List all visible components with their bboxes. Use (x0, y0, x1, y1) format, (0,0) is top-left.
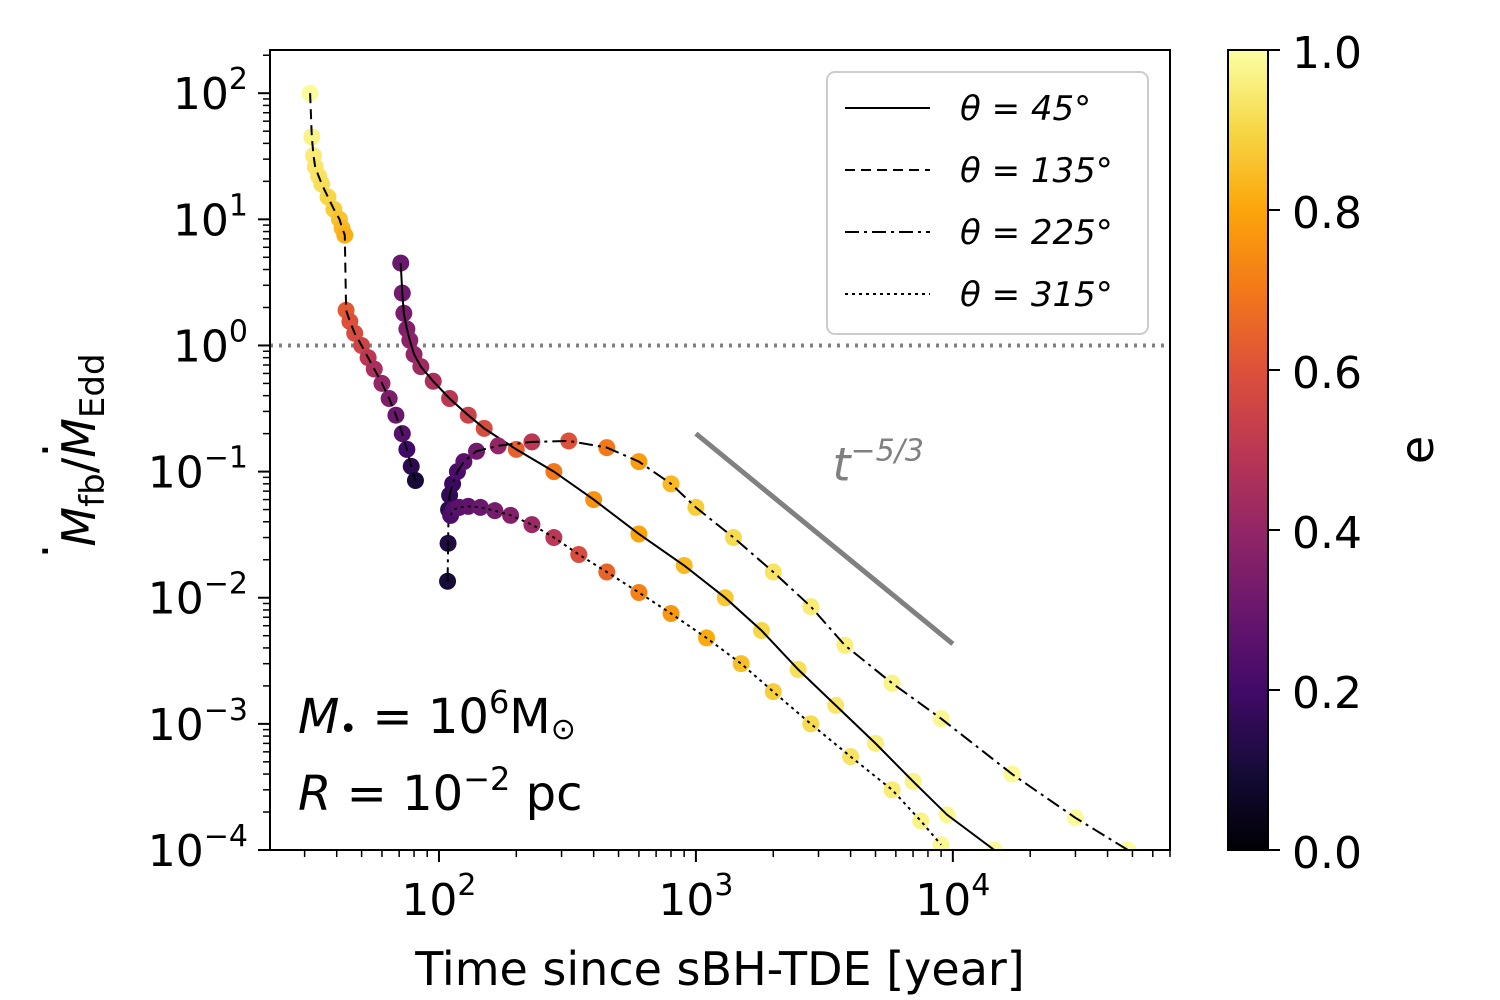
series-4-point-5 (471, 498, 489, 516)
legend-label-3: θ = 225° (960, 213, 1113, 253)
y-tick-label-4: 10−1 (148, 441, 248, 499)
y-tick-label-6: 101 (173, 188, 248, 246)
x-axis-ticks: 102 103 104 (303, 850, 1171, 926)
colorbar-tick-label-2: 0.2 (1292, 668, 1362, 719)
reference-slope-line (694, 431, 955, 646)
series-4-line (449, 505, 942, 846)
legend-entry-2: θ = 135° (845, 151, 1113, 191)
series-2-point-2 (303, 128, 321, 146)
svg-text:R = 10−2 pc: R = 10−2 pc (298, 760, 582, 822)
series-4-point-10 (570, 546, 588, 564)
legend: θ = 45° θ = 135° θ = 225° θ = 315° (826, 71, 1149, 335)
y-tick-label-1: 10−4 (148, 819, 248, 877)
series-3-point-9 (489, 437, 507, 455)
series-4-point-17 (802, 715, 820, 733)
series-1-line (399, 263, 995, 850)
reference-slope-label: t−5/3 (832, 433, 923, 491)
colorbar-tick-label-5: 0.8 (1292, 188, 1362, 239)
legend-frame (826, 71, 1149, 335)
y-tick-label-5: 100 (173, 314, 248, 372)
x-tick-label-2: 103 (658, 868, 733, 926)
series-layer (301, 84, 1137, 850)
series-2-point-6 (313, 175, 331, 193)
series-4-point-6 (486, 502, 504, 520)
series-3-point-20 (883, 674, 901, 692)
colorbar-gradient (1227, 49, 1269, 851)
series-3-line (446, 439, 1129, 850)
x-tick-label-1: 102 (401, 868, 476, 926)
series-2-point-24 (406, 471, 424, 489)
annotation-mass: M• = 106M⊙ (298, 683, 576, 747)
svg-text:·: · (18, 544, 72, 559)
x-tick-label-3: 104 (915, 868, 990, 926)
legend-label-2: θ = 135° (960, 151, 1113, 191)
colorbar-tick-label-4: 0.6 (1292, 348, 1362, 399)
series-2 (301, 84, 424, 489)
series-4 (442, 497, 950, 850)
colorbar-label: e (1390, 436, 1444, 464)
colorbar-tick-label-6: 1.0 (1292, 28, 1362, 79)
legend-label-1: θ = 45° (960, 89, 1091, 129)
series-4-point-20 (912, 812, 930, 830)
legend-entry-3: θ = 225° (845, 213, 1113, 253)
svg-text:·: · (18, 443, 72, 458)
svg-text:Mfb/MEdd: Mfb/MEdd (52, 353, 113, 546)
series-2-line (309, 93, 417, 481)
y-tick-label-2: 10−3 (148, 693, 248, 751)
series-4-point-12 (630, 584, 648, 602)
annotation-radius: R = 10−2 pc (298, 760, 582, 822)
series-4-point-19 (883, 781, 901, 799)
series-4-point-8 (523, 516, 541, 534)
svg-text:M• = 106M⊙: M• = 106M⊙ (298, 683, 576, 747)
y-axis-label: Mfb/MEdd · · (18, 353, 113, 558)
y-tick-label-7: 102 (173, 62, 248, 120)
legend-entry-4: θ = 315° (845, 275, 1113, 315)
legend-entry-1: θ = 45° (845, 89, 1091, 129)
series-4-point-15 (732, 655, 750, 673)
colorbar-tick-label-1: 0.0 (1292, 828, 1362, 879)
series-4-point-16 (764, 683, 782, 701)
legend-label-4: θ = 315° (960, 275, 1113, 315)
x-axis-label: Time since sBH-TDE [year] (414, 942, 1025, 996)
plot-frame (269, 49, 1171, 851)
series-3-point-11 (560, 432, 578, 450)
colorbar: 0.0 0.2 0.4 0.6 0.8 1.0 e (1227, 28, 1444, 879)
y-tick-label-3: 10−2 (148, 567, 248, 625)
series-1-point-1 (392, 254, 410, 272)
y-axis-ticks: 10−4 10−3 10−2 10−1 100 101 102 (148, 54, 270, 877)
series-1 (392, 254, 1003, 850)
colorbar-tick-label-3: 0.4 (1292, 508, 1362, 559)
series-2-point-1 (301, 84, 319, 102)
reference-slope-layer: t−5/3 (694, 431, 955, 646)
